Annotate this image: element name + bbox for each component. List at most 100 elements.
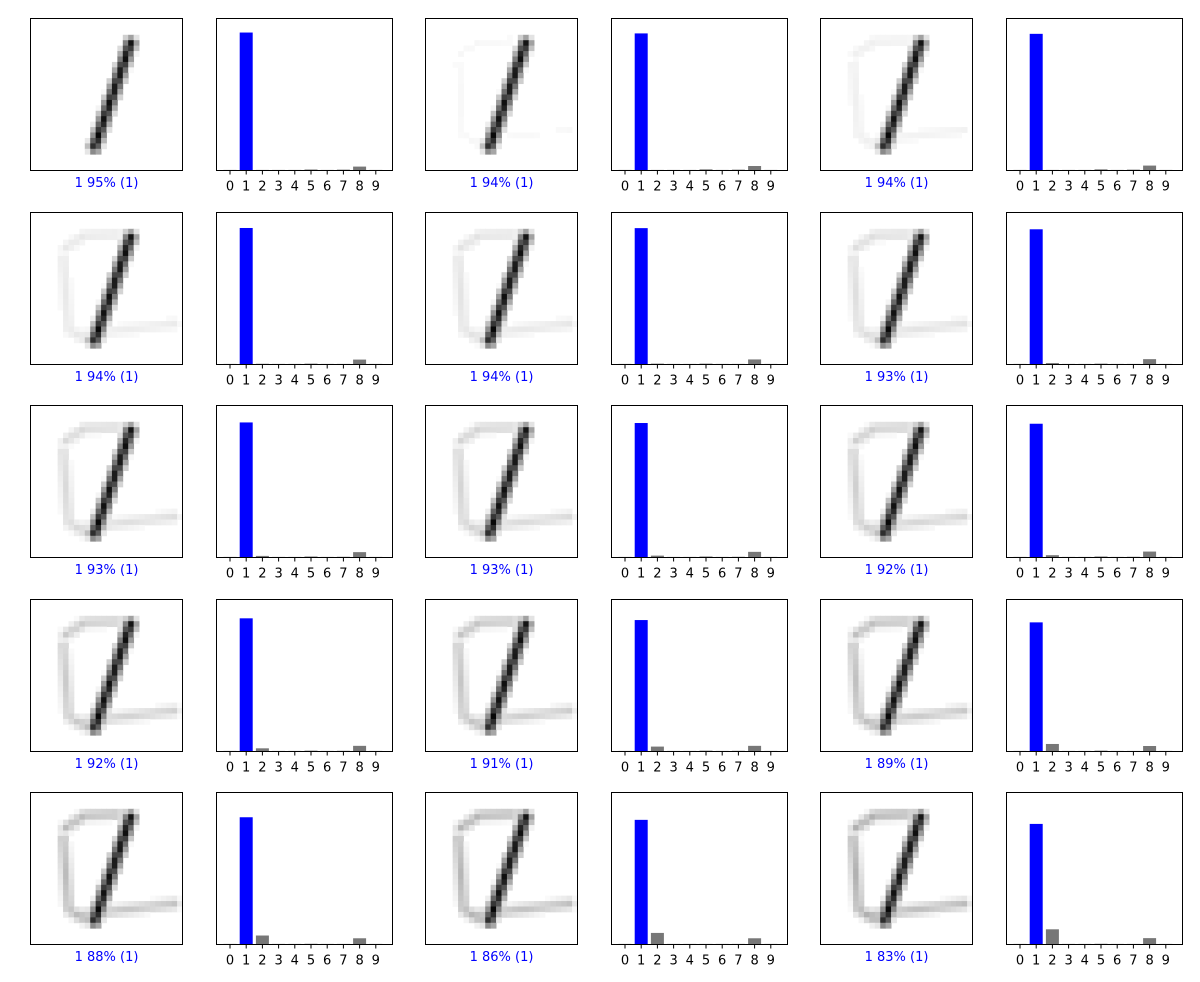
x-tick-label: 3 [1064, 567, 1072, 582]
digit-pixel [847, 299, 854, 306]
digit-pixel [84, 819, 91, 826]
digit-pixel [101, 890, 107, 897]
digit-pixel [496, 299, 502, 306]
digit-pixel [90, 895, 97, 902]
digit-pixel [68, 895, 75, 902]
digit-pixel [122, 825, 129, 831]
digit-pixel [57, 686, 64, 693]
digit-pixel [458, 497, 464, 504]
digit-pixel [891, 315, 897, 322]
digit-pixel [956, 519, 963, 526]
digit-pixel [63, 438, 69, 444]
digit-pixel [68, 648, 75, 655]
bar-chart-border [611, 599, 788, 752]
digit-pixel [101, 879, 107, 886]
digit-pixel [63, 691, 69, 698]
digit-pixel [84, 713, 91, 720]
digit-pixel [490, 922, 497, 929]
digit-pixel [561, 906, 568, 913]
digit-pixel [534, 708, 540, 714]
digit-pixel [68, 697, 75, 704]
digit-pixel [122, 459, 129, 466]
digit-pixel [923, 632, 930, 638]
digit-pixel [490, 514, 497, 520]
digit-pixel [555, 901, 562, 907]
digit-pixel [907, 277, 914, 284]
digit-pixel [496, 40, 502, 47]
digit-pixel [117, 454, 124, 461]
digit-pixel [950, 132, 957, 139]
digit-pixel [128, 34, 135, 41]
digit-pixel [485, 713, 492, 720]
digit-pixel [918, 708, 925, 714]
digit-pixel [950, 315, 957, 322]
digit-pixel [517, 519, 524, 526]
digit-pixel [885, 724, 892, 731]
digit-pixel [907, 519, 914, 526]
digit-pixel [84, 421, 91, 428]
digit-pixel [463, 508, 470, 515]
digit-pixel [918, 615, 925, 622]
digit-pixel [544, 514, 551, 520]
digit-pixel [490, 702, 497, 709]
digit-pixel [68, 863, 75, 869]
digit-pixel [956, 132, 963, 139]
digit-pixel [63, 830, 69, 837]
digit-pixel [501, 901, 508, 907]
digit-pixel [863, 45, 870, 52]
digit-pixel [858, 708, 865, 714]
digit-pixel [117, 239, 124, 246]
digit-pixel [122, 901, 129, 907]
digit-pixel [106, 321, 113, 327]
digit-pixel [967, 708, 973, 714]
digit-pixel [858, 438, 865, 444]
digit-pixel [896, 288, 903, 295]
x-tick-label: 6 [718, 761, 726, 776]
digit-pixel [847, 835, 854, 842]
digit-pixel [523, 808, 530, 815]
digit-pixel [501, 293, 508, 300]
digit-pixel [907, 857, 914, 864]
digit-pixel [523, 519, 530, 526]
digit-pixel [468, 917, 475, 924]
digit-pixel [452, 691, 459, 698]
x-tick-label: 5 [307, 374, 315, 389]
digit-pixel [858, 713, 865, 720]
digit-pixel [68, 476, 75, 482]
digit-pixel [874, 724, 881, 731]
digit-pixel [63, 315, 69, 322]
digit-pixel [901, 814, 908, 821]
digit-pixel [853, 637, 859, 644]
digit-pixel [496, 476, 502, 482]
digit-pixel [468, 45, 475, 52]
digit-pixel [523, 40, 530, 47]
digit-pixel [101, 127, 107, 133]
digit-pixel [891, 492, 897, 499]
digit-pixel [912, 514, 919, 520]
digit-pixel [896, 503, 903, 510]
digit-pixel [853, 83, 859, 90]
digit-pixel [912, 448, 919, 455]
digit-pixel [101, 901, 107, 907]
digit-pixel [95, 497, 102, 504]
x-tick-label: 3 [274, 180, 282, 195]
digit-pixel [133, 524, 140, 531]
digit-pixel [891, 508, 897, 515]
digit-pixel [63, 321, 69, 327]
digit-pixel [901, 421, 908, 428]
digit-pixel [907, 283, 914, 289]
digit-pixel [501, 321, 508, 327]
x-tick-label: 1 [637, 567, 645, 582]
digit-pixel [896, 94, 903, 101]
x-tick-label: 5 [1097, 567, 1105, 582]
digit-pixel [485, 718, 492, 725]
digit-pixel [901, 234, 908, 241]
digit-pixel [847, 315, 854, 322]
digit-pixel [880, 724, 887, 731]
digit-pixel [452, 873, 459, 880]
digit-pixel [501, 503, 508, 510]
digit-pixel [912, 421, 919, 428]
digit-pixel [490, 315, 497, 322]
digit-pixel [950, 508, 957, 515]
digit-pixel [117, 432, 124, 439]
